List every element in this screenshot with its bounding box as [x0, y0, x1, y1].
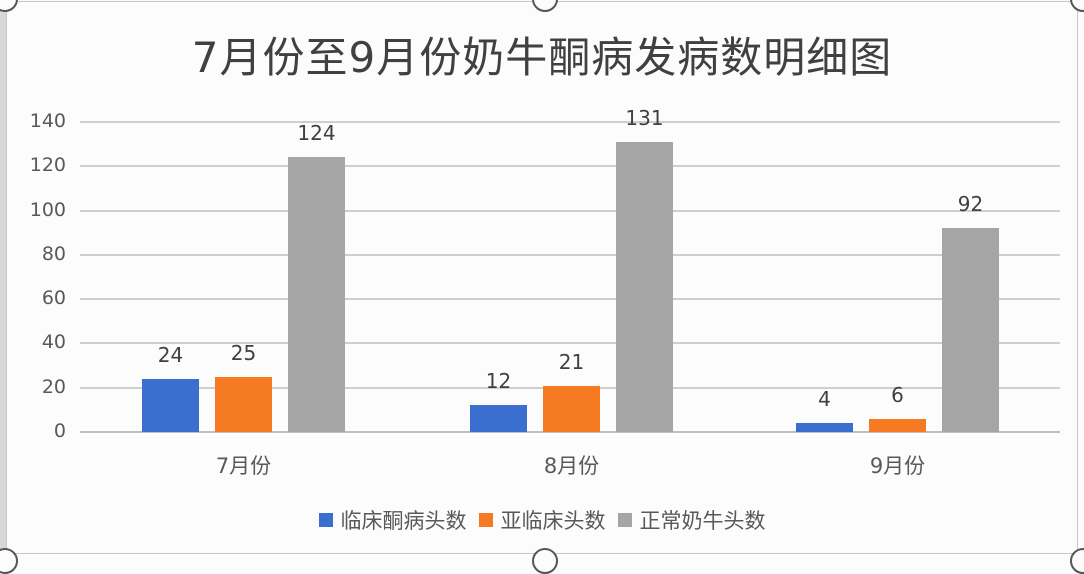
y-tick-label: 40: [41, 331, 66, 354]
x-category-label: 8月份: [543, 454, 600, 478]
bar[interactable]: [616, 141, 673, 432]
data-label: 21: [558, 349, 585, 374]
legend-item[interactable]: 正常奶牛头数: [617, 505, 766, 535]
bar[interactable]: [869, 418, 926, 432]
plot-area: 0 20 40 60 80 100 120 140 24 25 124 7月份 12 21 131 8月份 4 6…: [29, 105, 1060, 478]
bar[interactable]: [796, 423, 853, 432]
x-category-label: 7月份: [215, 454, 272, 478]
legend-label: 正常奶牛头数: [639, 509, 766, 533]
legend-swatch-icon: [617, 513, 632, 527]
data-label: 131: [625, 105, 664, 130]
y-tick-label: 80: [41, 242, 66, 265]
gridline: [80, 342, 1060, 345]
bar[interactable]: [142, 378, 199, 432]
data-label: 4: [818, 387, 831, 412]
data-label: 6: [891, 382, 904, 407]
bar[interactable]: [942, 228, 999, 432]
y-tick-label: 100: [29, 198, 66, 221]
gridline: [80, 165, 1060, 168]
gridline: [80, 253, 1060, 256]
y-tick-label: 20: [41, 375, 66, 398]
y-tick-label: 0: [53, 420, 66, 442]
legend-swatch-icon: [318, 513, 333, 527]
legend-label: 临床酮病头数: [340, 509, 467, 533]
legend-item[interactable]: 临床酮病头数: [318, 505, 467, 535]
data-label: 12: [485, 369, 512, 394]
data-label: 92: [957, 192, 984, 217]
legend-label: 亚临床头数: [500, 509, 606, 533]
bar[interactable]: [288, 157, 345, 432]
x-category-label: 9月份: [869, 454, 926, 478]
y-tick-label: 140: [29, 110, 66, 132]
data-label: 25: [230, 340, 257, 365]
data-label: 124: [297, 121, 336, 146]
data-label: 24: [157, 342, 184, 367]
sheet-edge: [0, 0, 6, 560]
legend-swatch-icon: [478, 513, 493, 527]
chart-legend: 临床酮病头数 亚临床头数 正常奶牛头数: [0, 505, 1084, 535]
chart-title: 7月份至9月份奶牛酮病发病数明细图: [191, 33, 893, 82]
gridline: [80, 209, 1060, 212]
y-tick-label: 120: [29, 154, 66, 177]
bar[interactable]: [543, 385, 600, 432]
legend-item[interactable]: 亚临床头数: [478, 505, 606, 535]
bar[interactable]: [470, 405, 527, 432]
y-tick-label: 60: [41, 287, 66, 310]
gridline: [80, 298, 1060, 301]
gridline: [80, 121, 1060, 123]
bar[interactable]: [215, 376, 272, 432]
x-axis-line: [80, 431, 1060, 433]
